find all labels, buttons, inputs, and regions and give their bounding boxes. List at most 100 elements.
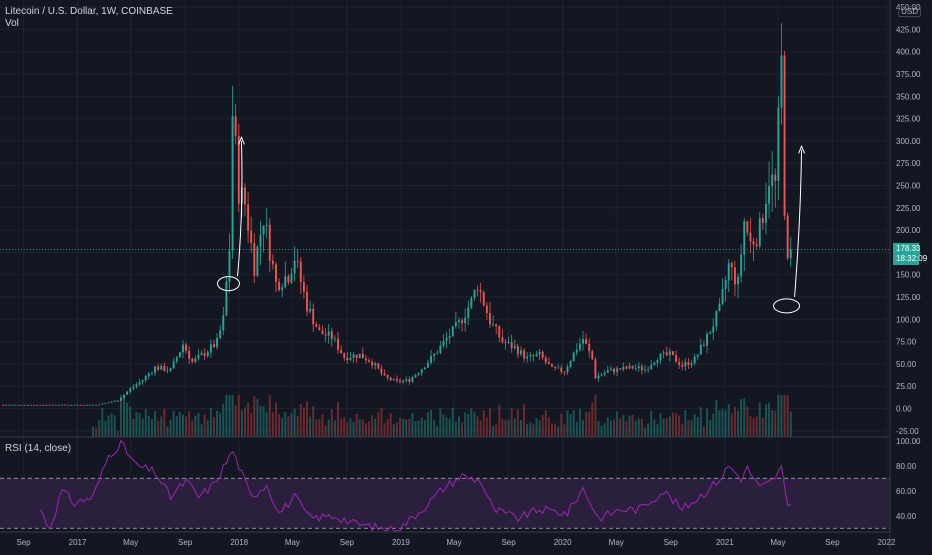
annotation-arrow-2021 xyxy=(794,149,803,298)
candle-body xyxy=(485,305,488,314)
volume-bar xyxy=(771,409,774,437)
candle-body xyxy=(755,244,758,247)
volume-bar xyxy=(206,420,209,437)
volume-bar xyxy=(119,395,122,437)
volume-bar xyxy=(551,423,553,437)
candle-body xyxy=(287,276,290,283)
volume-bar xyxy=(665,417,668,437)
currency-badge[interactable]: USD xyxy=(898,6,921,17)
candle-body xyxy=(495,324,498,327)
price-tick-label: 75.00 xyxy=(896,338,917,347)
candle-body xyxy=(547,362,550,365)
candle-body xyxy=(67,404,70,406)
candle-body xyxy=(265,224,268,226)
candle-body xyxy=(423,367,426,370)
time-tick-label: Sep xyxy=(340,538,355,547)
chart-title[interactable]: Litecoin / U.S. Dollar, 1W, COINBASE xyxy=(5,6,173,17)
candle-body xyxy=(104,402,107,404)
volume-bar xyxy=(637,418,640,437)
volume-bar xyxy=(563,424,566,437)
volume-bar xyxy=(197,413,200,437)
volume-bar xyxy=(538,420,541,437)
candle-body xyxy=(200,353,203,355)
rsi-legend[interactable]: RSI (14, close) xyxy=(5,443,72,454)
volume-bar xyxy=(740,398,743,437)
candle-body xyxy=(98,404,101,406)
candle-body xyxy=(513,346,516,349)
volume-bar xyxy=(743,398,746,437)
candle-body xyxy=(129,388,132,392)
volume-bar xyxy=(426,412,429,437)
candle-body xyxy=(675,355,677,363)
volume-bar xyxy=(92,426,94,437)
rsi-axis[interactable]: 40.00 60.00 80.00 100.00 xyxy=(896,437,921,521)
candle-body xyxy=(194,358,197,362)
time-tick-label: Sep xyxy=(178,538,193,547)
candle-body xyxy=(349,357,352,360)
volume-bar xyxy=(225,395,228,437)
rsi-tick-label: 100.00 xyxy=(896,437,921,446)
candle-body xyxy=(730,263,733,268)
candle-body xyxy=(464,317,467,324)
volume-bar xyxy=(702,426,705,437)
volume-bar xyxy=(662,418,665,437)
volume-bar xyxy=(132,418,135,437)
volume-bar xyxy=(216,410,219,437)
time-tick-label: Sep xyxy=(501,538,516,547)
candle-body xyxy=(594,359,597,379)
candle-body xyxy=(659,353,662,361)
volume-bar xyxy=(718,410,721,437)
candle-body xyxy=(678,362,681,366)
candle-body xyxy=(402,380,405,382)
candle-body xyxy=(671,351,674,356)
volume-bar xyxy=(150,418,153,437)
annotation-arrowhead-2021 xyxy=(798,144,806,154)
price-tick-label: 325.00 xyxy=(896,115,921,124)
volume-bar xyxy=(147,415,150,437)
volume-bar xyxy=(566,410,569,437)
volume-bar xyxy=(315,419,318,437)
time-axis[interactable]: Sep 2017 May Sep 2018 May Sep 2019 May Sep 2020 May… xyxy=(16,538,896,547)
volume-bar xyxy=(752,417,755,437)
candle-body xyxy=(445,338,448,341)
volume-bar xyxy=(182,414,184,437)
volume-bar xyxy=(625,421,628,437)
candle-body xyxy=(665,352,668,356)
candle-body xyxy=(733,267,736,285)
candle-body xyxy=(361,353,364,359)
candle-body xyxy=(417,373,420,375)
volume-legend[interactable]: Vol xyxy=(5,18,19,29)
volume-bar xyxy=(203,414,206,437)
last-price-value: 178.33 xyxy=(896,244,921,253)
volume-bar xyxy=(271,412,274,437)
volume-bar xyxy=(185,416,188,437)
candle-body xyxy=(616,368,619,373)
volume-bar xyxy=(457,416,460,437)
candle-body xyxy=(411,377,414,382)
volume-bar xyxy=(302,407,305,437)
candle-body xyxy=(727,263,730,281)
candle-body xyxy=(774,174,777,181)
volume-bar xyxy=(547,416,550,437)
candle-body xyxy=(88,404,91,406)
volume-bar xyxy=(309,416,312,437)
price-tick-label: 425.00 xyxy=(896,25,921,34)
volume-bar xyxy=(668,416,671,437)
volume-bar xyxy=(616,411,619,437)
volume-bar xyxy=(448,418,451,437)
candle-body xyxy=(433,353,436,356)
volume-bar xyxy=(467,414,470,437)
candle-body xyxy=(566,366,569,373)
candle-body xyxy=(644,369,646,371)
volume-bar xyxy=(764,404,767,437)
candle-body xyxy=(185,344,188,351)
candle-body xyxy=(290,273,293,283)
volume-bar xyxy=(209,407,212,437)
volume-bar xyxy=(290,412,293,437)
candle-body xyxy=(20,405,23,406)
candle-body xyxy=(191,358,194,362)
candle-body xyxy=(203,353,206,357)
rsi-band xyxy=(0,478,890,529)
candle-body xyxy=(330,331,333,340)
candle-body xyxy=(653,362,656,365)
